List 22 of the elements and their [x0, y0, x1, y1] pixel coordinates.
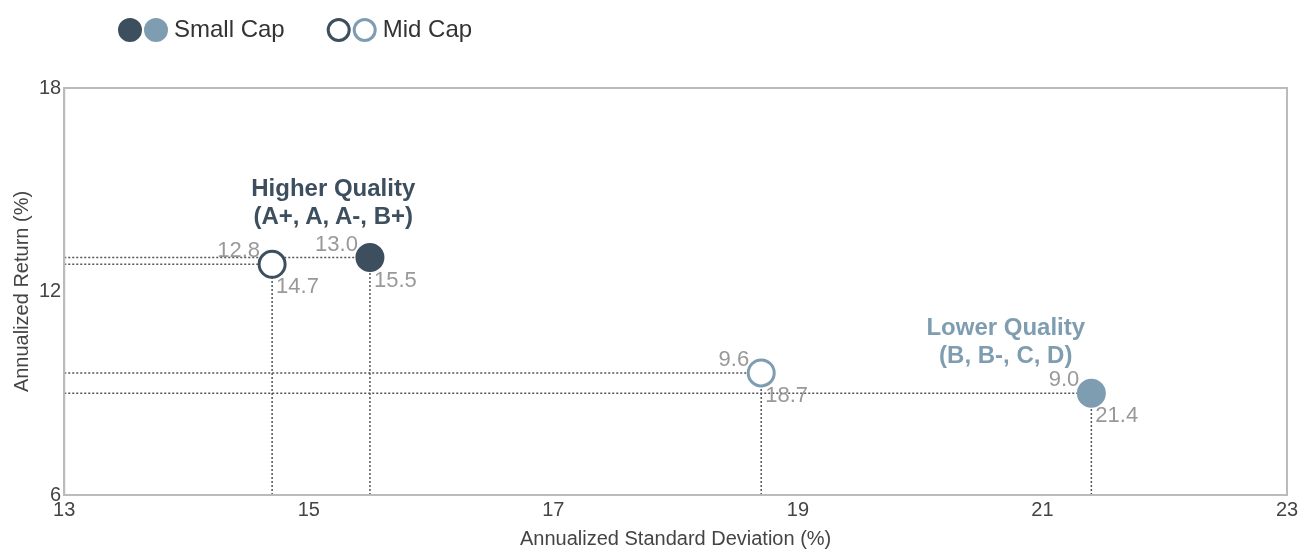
y-axis-title: Annualized Return (%): [9, 190, 32, 393]
annotation: 15.5: [373, 266, 417, 292]
annotation: 18.7: [765, 381, 809, 407]
x-axis-title: Annualized Standard Deviation (%): [519, 526, 832, 549]
point: [257, 249, 287, 279]
annotation: 21.4: [1095, 402, 1139, 428]
y-tick-label: 18: [39, 75, 62, 98]
x-tick-label: 17: [542, 497, 565, 520]
annotation: Lower Quality (B, B-, C, D): [926, 312, 1086, 368]
x-tick-label: 23: [1275, 497, 1299, 520]
point: [355, 243, 385, 273]
legend-label: Small Cap: [174, 14, 285, 42]
data-label: 12.8: [217, 237, 261, 263]
annotation: Higher Quality (A+, A, A-, B+): [251, 174, 416, 230]
y-tick-label: 12: [39, 279, 62, 302]
annotation: 14.7: [276, 273, 319, 299]
x-tick-label: 19: [786, 497, 810, 520]
x-tick-label: 15: [297, 497, 320, 520]
data-label: 9.6: [718, 345, 750, 371]
x-tick-label: 21: [1031, 497, 1054, 520]
legend-label: Mid Cap: [382, 14, 473, 42]
data-label: 13.0: [315, 230, 358, 256]
